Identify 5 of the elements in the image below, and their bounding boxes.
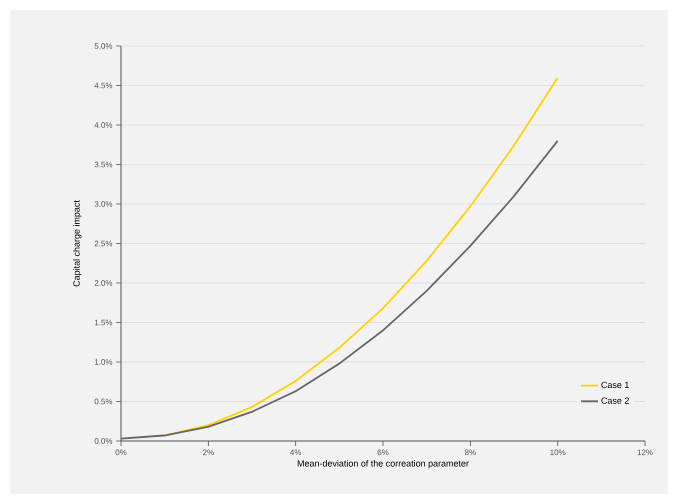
- y-axis-title: Capital charge impact: [73, 200, 82, 286]
- legend-label: Case 1: [601, 382, 629, 388]
- legend-label: Case 2: [601, 397, 629, 404]
- x-axis-title: Mean-deviation of the correation parameter: [298, 460, 469, 468]
- line-series: [121, 140, 559, 440]
